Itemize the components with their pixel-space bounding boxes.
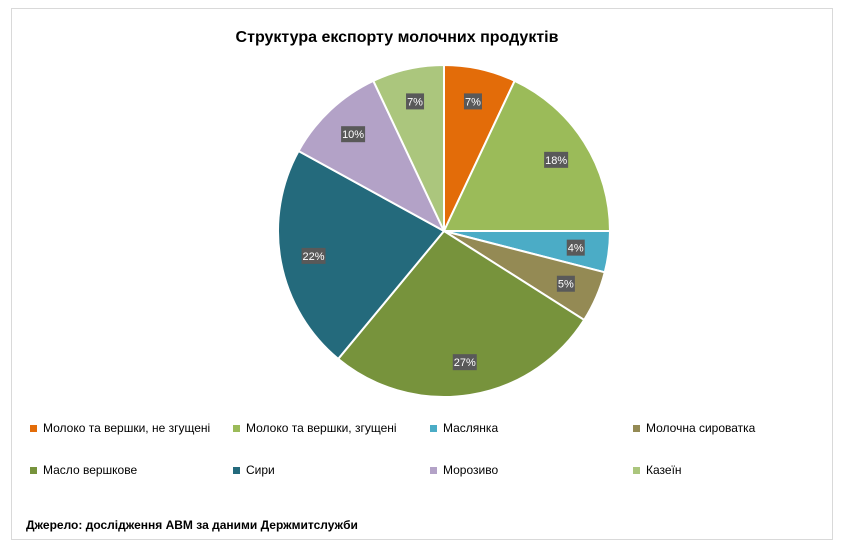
legend-item-5: Сири	[233, 463, 275, 477]
legend-item-3: Молочна сироватка	[633, 421, 755, 435]
pie-slice-4	[336, 229, 586, 398]
chart-title: Структура експорту молочних продуктів	[235, 29, 559, 46]
source-note: Джерело: дослідження АВМ за даними Держм…	[26, 518, 358, 532]
legend-swatch-2	[430, 424, 437, 432]
legend-swatch-6	[430, 466, 437, 474]
pie-slice-7	[371, 63, 445, 232]
legend-swatch-0	[30, 424, 37, 432]
slice-label-5: 22%	[301, 247, 326, 264]
slice-label-box-1	[544, 151, 569, 168]
slice-label-7: 7%	[406, 93, 425, 110]
pie-slice-1	[442, 79, 612, 232]
legend-swatch-1	[233, 424, 240, 432]
slice-label-3: 5%	[556, 275, 575, 292]
legend-item-0: Молоко та вершки, не згущені	[30, 421, 210, 435]
slice-label-text-7: 7%	[407, 96, 423, 108]
slice-label-box-7	[406, 93, 425, 110]
slice-label-box-4	[452, 354, 477, 371]
slice-label-box-3	[556, 275, 575, 292]
pie-slice-6	[297, 79, 447, 234]
slice-label-text-1: 18%	[545, 155, 567, 167]
legend-label-5: Сири	[246, 463, 275, 477]
legend-item-4: Масло вершкове	[30, 463, 137, 477]
slice-label-text-0: 7%	[465, 96, 481, 108]
slice-label-box-2	[566, 239, 585, 256]
legend-label-3: Молочна сироватка	[646, 421, 756, 435]
legend-swatch-4	[30, 466, 37, 474]
legend-item-1: Молоко та вершки, згущені	[233, 421, 397, 435]
slice-label-box-6	[341, 126, 366, 143]
legend-label-2: Маслянка	[443, 421, 499, 435]
slice-label-1: 18%	[544, 151, 569, 168]
legend-swatch-3	[633, 424, 640, 432]
legend-label-7: Казеїн	[646, 463, 682, 477]
pie-slice-5	[277, 149, 446, 361]
slice-label-box-5	[301, 247, 326, 264]
legend-label-0: Молоко та вершки, не згущені	[43, 421, 211, 435]
slice-label-4: 27%	[452, 354, 477, 371]
slice-label-text-6: 10%	[342, 129, 364, 141]
slice-label-6: 10%	[341, 126, 366, 143]
legend-label-4: Масло вершкове	[43, 463, 138, 477]
legend-label-1: Молоко та вершки, згущені	[246, 421, 397, 435]
slice-label-text-4: 27%	[454, 357, 476, 369]
slice-label-0: 7%	[463, 93, 482, 110]
legend-item-6: Морозиво	[430, 463, 498, 477]
slice-label-text-3: 5%	[558, 279, 574, 291]
slice-label-box-0	[463, 93, 482, 110]
legend-item-2: Маслянка	[430, 421, 498, 435]
slice-label-text-5: 22%	[303, 251, 325, 263]
legend-swatch-5	[233, 466, 240, 474]
legend-item-7: Казеїн	[633, 463, 682, 477]
legend-swatch-7	[633, 466, 640, 474]
slice-label-text-2: 4%	[568, 243, 584, 255]
slice-label-2: 4%	[566, 239, 585, 256]
legend-label-6: Морозиво	[443, 463, 499, 477]
